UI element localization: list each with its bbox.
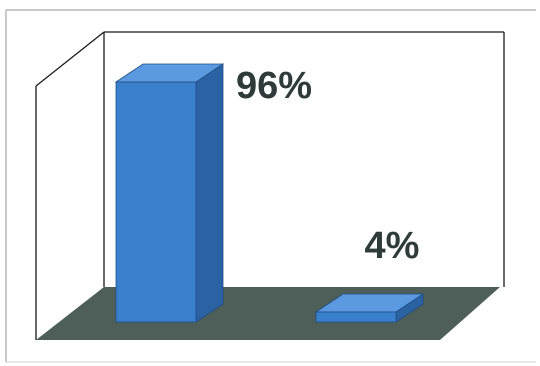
data-label-1: 96% xyxy=(236,65,312,107)
data-label-2: 4% xyxy=(365,225,420,267)
side-wall xyxy=(35,31,105,340)
chart-frame xyxy=(5,9,536,363)
bars-layer xyxy=(114,63,425,323)
labels-layer: 96% 4% xyxy=(236,65,419,267)
bar-front-face xyxy=(115,81,197,323)
back-wall xyxy=(103,31,505,287)
bar-front-face xyxy=(315,311,397,323)
chart-floor xyxy=(36,287,500,340)
bar-1 xyxy=(114,63,225,323)
bar-2 xyxy=(314,293,425,323)
bar-side-face xyxy=(195,63,224,323)
